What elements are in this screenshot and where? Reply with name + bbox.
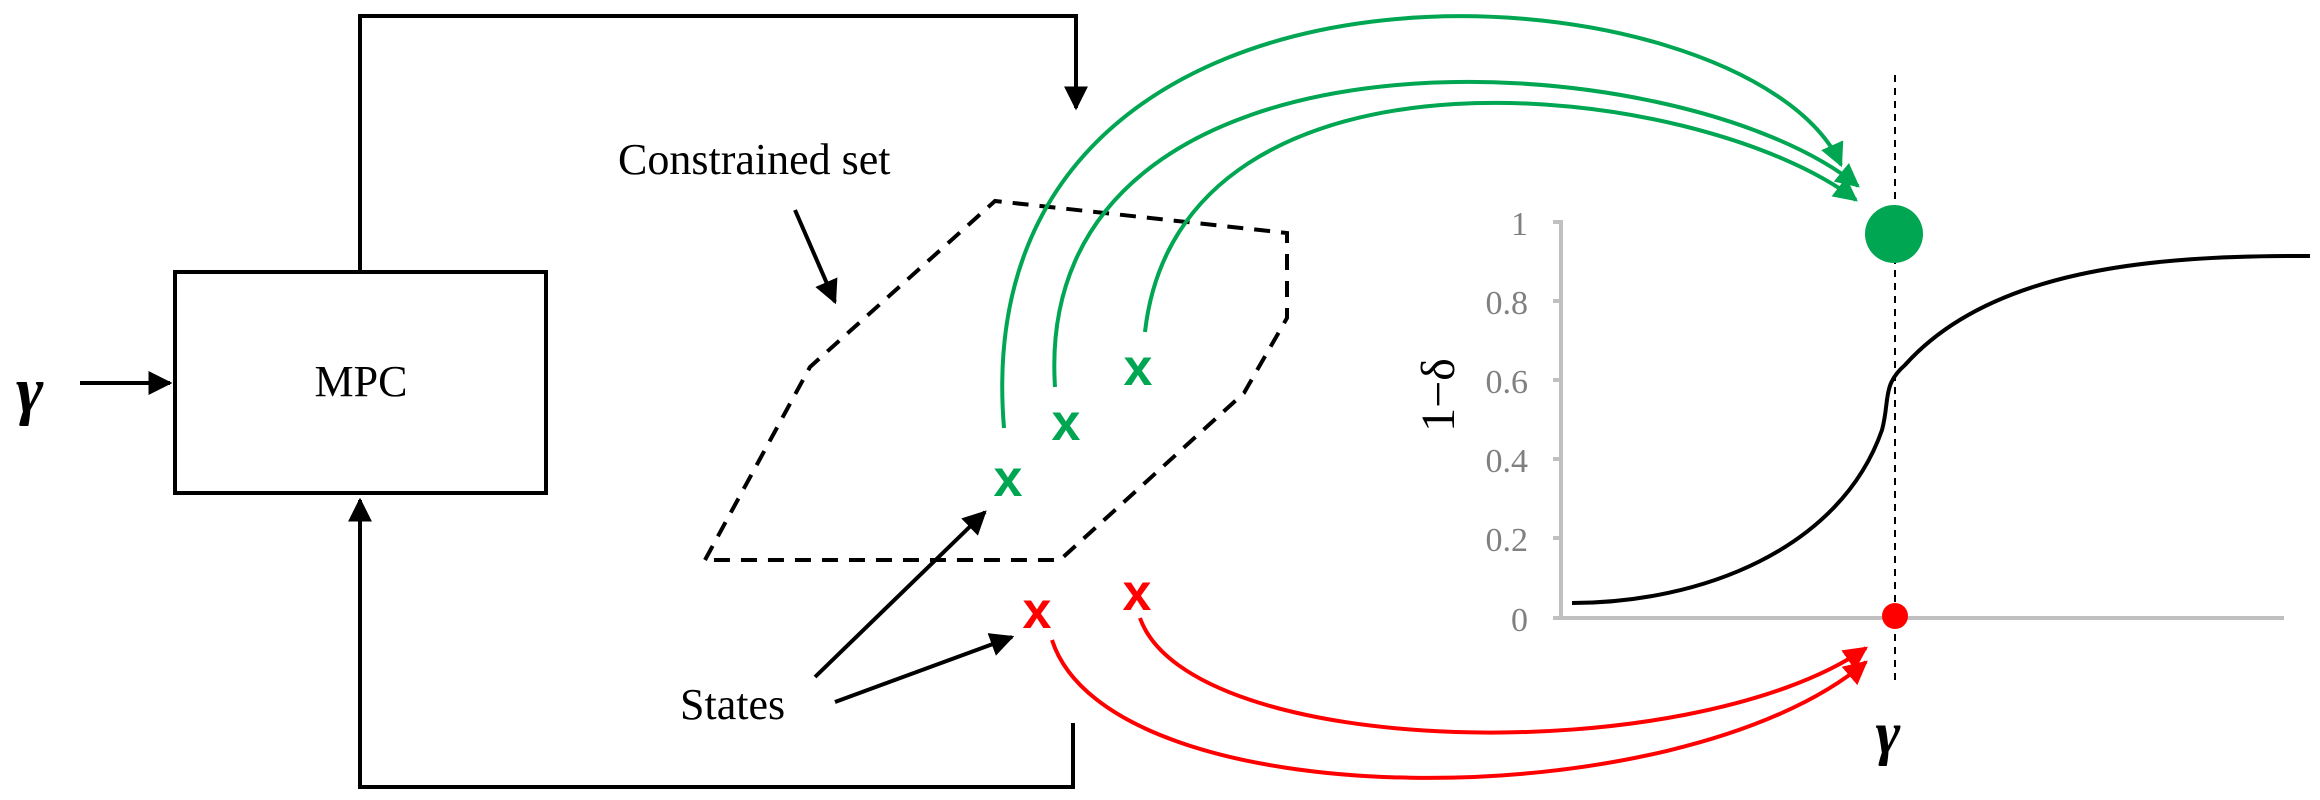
mpc-block xyxy=(173,270,548,495)
plot-y-ticks xyxy=(1553,220,1561,620)
y-tick-label: 0.6 xyxy=(1486,364,1529,401)
states-pointer-infeasible xyxy=(834,633,1015,704)
y-tick-label: 0.2 xyxy=(1486,522,1529,559)
feasible-state-marker: x xyxy=(1052,394,1081,452)
infeasible-state-marker: x xyxy=(1023,582,1052,640)
input-gamma-label: γ xyxy=(16,354,44,427)
infeasible-point xyxy=(1882,603,1908,629)
plot-y-axis-label: 1−δ xyxy=(1412,358,1465,432)
plot-curve xyxy=(1571,253,2311,605)
constrained-set-pointer xyxy=(793,209,838,305)
infeasible-state-marker: x xyxy=(1123,564,1152,622)
mpc-label: MPC xyxy=(315,357,408,406)
y-tick-label: 1 xyxy=(1511,206,1528,243)
feasible-arc xyxy=(1143,100,1858,333)
feasible-arc xyxy=(1052,79,1860,388)
feasible-point xyxy=(1865,205,1923,263)
y-tick-label: 0.8 xyxy=(1486,285,1529,322)
y-tick-label: 0.4 xyxy=(1486,443,1529,480)
y-tick-label: 0 xyxy=(1511,602,1528,639)
constrained-set-polygon xyxy=(701,198,1289,562)
feasible-state-marker: x xyxy=(1124,339,1153,397)
bottom-loop-line xyxy=(348,497,1075,789)
states-pointer-feasible xyxy=(813,510,987,679)
infeasible-arc xyxy=(1050,639,1868,780)
top-loop-line xyxy=(358,14,1088,272)
infeasible-arc xyxy=(1138,617,1868,735)
feasible-state-marker: x xyxy=(994,450,1023,508)
states-label: States xyxy=(680,680,785,729)
constrained-set-label: Constrained set xyxy=(618,135,891,184)
feasible-arc xyxy=(1000,14,1844,429)
plot-x-axis-label: γ xyxy=(1876,700,1901,766)
